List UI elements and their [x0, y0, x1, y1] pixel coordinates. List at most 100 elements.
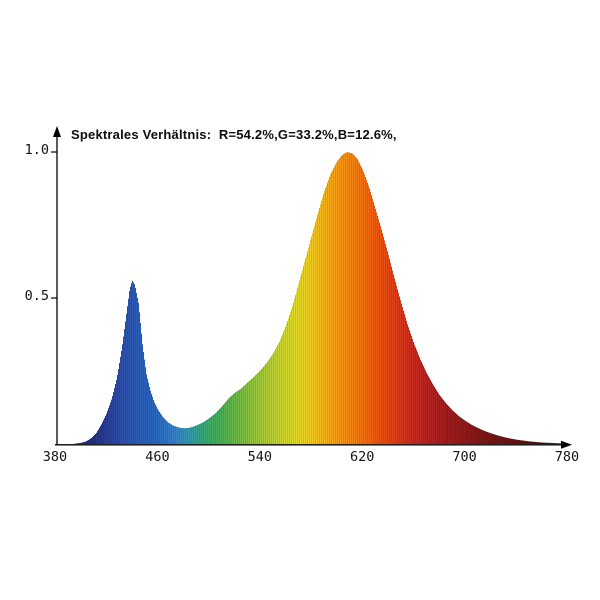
- spectrum-bar: [180, 427, 182, 444]
- spectrum-bar: [228, 398, 230, 444]
- spectrum-bar: [369, 188, 371, 444]
- spectrum-bar: [347, 152, 349, 445]
- spectrum-bar: [363, 171, 365, 444]
- spectrum-bar: [366, 179, 368, 445]
- spectrum-bar: [486, 431, 488, 444]
- spectrum-bar: [522, 440, 524, 444]
- spectrum-bar: [435, 388, 437, 444]
- spectrum-bar: [192, 426, 194, 444]
- spectrum-bar: [444, 401, 446, 444]
- spectrum-bar: [541, 442, 543, 444]
- spectrum-bar: [124, 329, 126, 444]
- spectrum-bar: [401, 303, 403, 444]
- spectrum-bar: [290, 312, 292, 444]
- spectrum-bar: [300, 276, 302, 444]
- spectrum-bar: [169, 423, 171, 444]
- spectrum-bar: [509, 438, 511, 444]
- spectrum-bar: [293, 302, 295, 444]
- spectrum-bar: [382, 233, 384, 444]
- spectrum-bar: [153, 399, 155, 444]
- spectrum-bar: [548, 442, 550, 444]
- spectrum-bar: [94, 434, 96, 444]
- spectrum-bar: [400, 300, 402, 444]
- spectrum-bar: [498, 435, 500, 444]
- spectrum-bar: [404, 314, 406, 444]
- spectrum-bar: [532, 441, 534, 444]
- spectrum-bar: [485, 431, 487, 444]
- spectrum-bar: [454, 412, 456, 444]
- spectrum-bar: [140, 323, 142, 444]
- spectrum-bar: [550, 442, 552, 444]
- spectrum-bar: [259, 371, 261, 444]
- spectrum-bar: [294, 298, 296, 444]
- spectrum-bar: [196, 425, 198, 444]
- x-tick-label: 700: [452, 449, 476, 465]
- spectrum-bar: [425, 370, 427, 444]
- spectrum-bar: [328, 179, 330, 445]
- y-tick-label: 1.0: [25, 142, 49, 158]
- spectrum-bar: [306, 254, 308, 444]
- spectrum-bar: [519, 440, 521, 444]
- spectrum-bar: [358, 161, 360, 444]
- spectrum-bar: [120, 356, 122, 444]
- spectrum-bar: [281, 336, 283, 444]
- spectrum-bar: [109, 405, 111, 444]
- spectrum-bar: [361, 167, 363, 444]
- spectrum-bar: [237, 390, 239, 444]
- spectrum-bar: [313, 229, 315, 444]
- spectrum-bar: [354, 155, 356, 445]
- spectrum-bar: [203, 422, 205, 444]
- spectrum-bar: [474, 426, 476, 444]
- spectrum-bar: [340, 157, 342, 444]
- spectrum-bar: [481, 429, 483, 444]
- spectrum-bar: [254, 376, 256, 444]
- spectrum-bar: [381, 229, 383, 444]
- spectrum-bar: [115, 384, 117, 444]
- spectrum-bar: [209, 417, 211, 444]
- spectrum-bar: [277, 345, 279, 444]
- spectrum-bar: [110, 402, 112, 444]
- spectrum-bar: [147, 378, 149, 444]
- spectrum-bar: [220, 408, 222, 444]
- spectrum-bar: [302, 269, 304, 444]
- spectrum-bar: [427, 374, 429, 444]
- spectrum-bar: [405, 317, 407, 444]
- spectrum-bar: [388, 254, 390, 444]
- spectrum-bar: [298, 284, 300, 444]
- y-tick-label: 0.5: [25, 288, 49, 304]
- spectrum-bar: [499, 435, 501, 444]
- spectrum-bar: [409, 330, 411, 444]
- spectrum-bar: [221, 407, 223, 444]
- spectrum-bar: [359, 163, 361, 444]
- spectrum-bar: [171, 424, 173, 444]
- spectrum-bar: [394, 278, 396, 444]
- spectrum-bar: [468, 422, 470, 444]
- spectrum-bar: [121, 350, 123, 444]
- spectrum-bar: [243, 386, 245, 444]
- spectrum-bar: [146, 374, 148, 444]
- spectrum-bar: [200, 423, 202, 444]
- spectrum-bar: [123, 336, 125, 444]
- spectrum-bar: [469, 423, 471, 444]
- spectrum-bar: [543, 442, 545, 444]
- spectrum-bar: [348, 152, 350, 444]
- spectrum-bar: [408, 327, 410, 444]
- spectrum-bar: [345, 153, 347, 445]
- spectrum-bar: [433, 385, 435, 444]
- spectrum-bar: [445, 402, 447, 444]
- spectrum-bar: [159, 411, 161, 444]
- spectrum-bar: [160, 413, 162, 444]
- spectrum-bar: [355, 156, 357, 444]
- spectrum-bar: [379, 222, 381, 444]
- spectrum-bar: [304, 262, 306, 444]
- spectrum-bar: [547, 442, 549, 444]
- spectrum-bar: [402, 307, 404, 444]
- spectrum-bar: [436, 390, 438, 444]
- spectrum-bar: [114, 388, 116, 444]
- spectrum-bar: [507, 437, 509, 444]
- spectrum-bar: [505, 437, 507, 444]
- spectrum-bar: [161, 414, 163, 444]
- spectrum-bar: [213, 414, 215, 444]
- spectrum-bar: [250, 379, 252, 444]
- spectrum-bar: [139, 312, 141, 444]
